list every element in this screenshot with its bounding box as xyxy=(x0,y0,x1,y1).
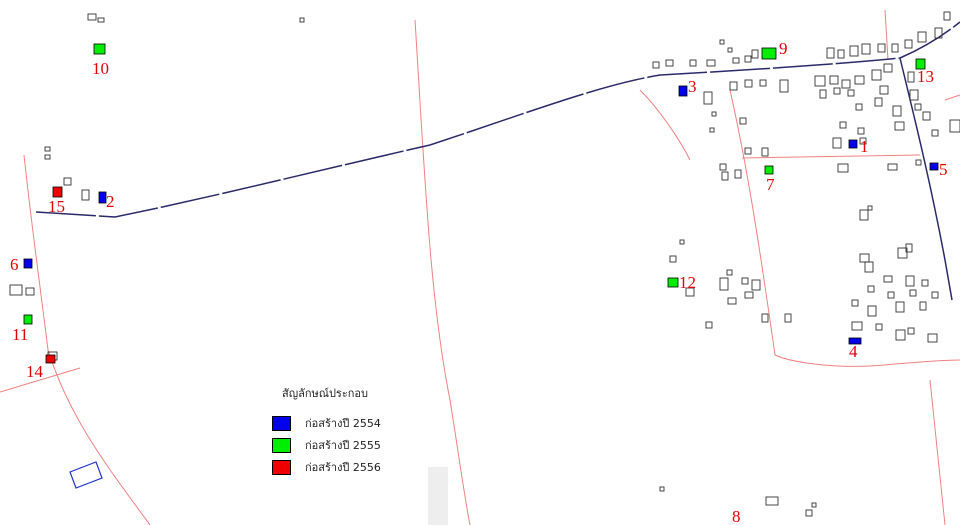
marker-1 xyxy=(848,139,858,149)
label-4: 4 xyxy=(849,342,858,361)
label-13: 13 xyxy=(917,67,934,86)
label-2: 2 xyxy=(106,192,115,211)
marker-labels: 1 2 3 4 5 6 7 8 9 10 11 12 13 14 15 xyxy=(10,39,948,525)
label-5: 5 xyxy=(939,160,948,179)
legend-item-2556: ก่อสร้างปี 2556 xyxy=(272,456,381,478)
main-road xyxy=(35,21,960,301)
marker-6 xyxy=(23,258,33,269)
boundary-lines xyxy=(0,9,960,525)
label-10: 10 xyxy=(92,59,109,78)
marker-13 xyxy=(915,58,926,70)
buildings xyxy=(9,11,960,517)
label-15: 15 xyxy=(48,197,65,216)
legend-swatch-blue xyxy=(272,415,291,431)
marker-14 xyxy=(45,354,56,364)
marker-11 xyxy=(23,314,33,325)
legend-item-2555: ก่อสร้างปี 2555 xyxy=(272,434,381,456)
marker-15 xyxy=(52,186,63,198)
label-1: 1 xyxy=(860,137,869,156)
legend-item-2554: ก่อสร้างปี 2554 xyxy=(272,412,381,434)
marker-7 xyxy=(764,165,774,175)
label-3: 3 xyxy=(688,77,697,96)
legend-swatch-red xyxy=(272,459,291,475)
marker-5 xyxy=(929,162,939,171)
marker-2 xyxy=(98,191,107,204)
watermark xyxy=(428,467,448,525)
legend-label: ก่อสร้างปี 2556 xyxy=(305,461,381,474)
water-tank-outline xyxy=(69,461,103,489)
legend-swatch-green xyxy=(272,437,291,453)
label-12: 12 xyxy=(679,273,696,292)
label-11: 11 xyxy=(12,325,28,344)
marker-12 xyxy=(667,277,679,288)
label-9: 9 xyxy=(779,39,788,58)
marker-3 xyxy=(678,85,688,97)
construction-markers xyxy=(23,43,939,364)
marker-10 xyxy=(93,43,106,55)
legend: สัญลักษณ์ประกอบ ก่อสร้างปี 2554 ก่อสร้าง… xyxy=(272,384,381,478)
marker-4 xyxy=(848,337,862,345)
label-14: 14 xyxy=(26,362,44,381)
legend-label: ก่อสร้างปี 2555 xyxy=(305,439,381,452)
legend-title: สัญลักษณ์ประกอบ xyxy=(282,387,368,400)
marker-9 xyxy=(761,47,777,60)
label-8: 8 xyxy=(732,507,741,525)
label-6: 6 xyxy=(10,255,19,274)
legend-label: ก่อสร้างปี 2554 xyxy=(305,417,381,430)
label-7: 7 xyxy=(766,175,775,194)
